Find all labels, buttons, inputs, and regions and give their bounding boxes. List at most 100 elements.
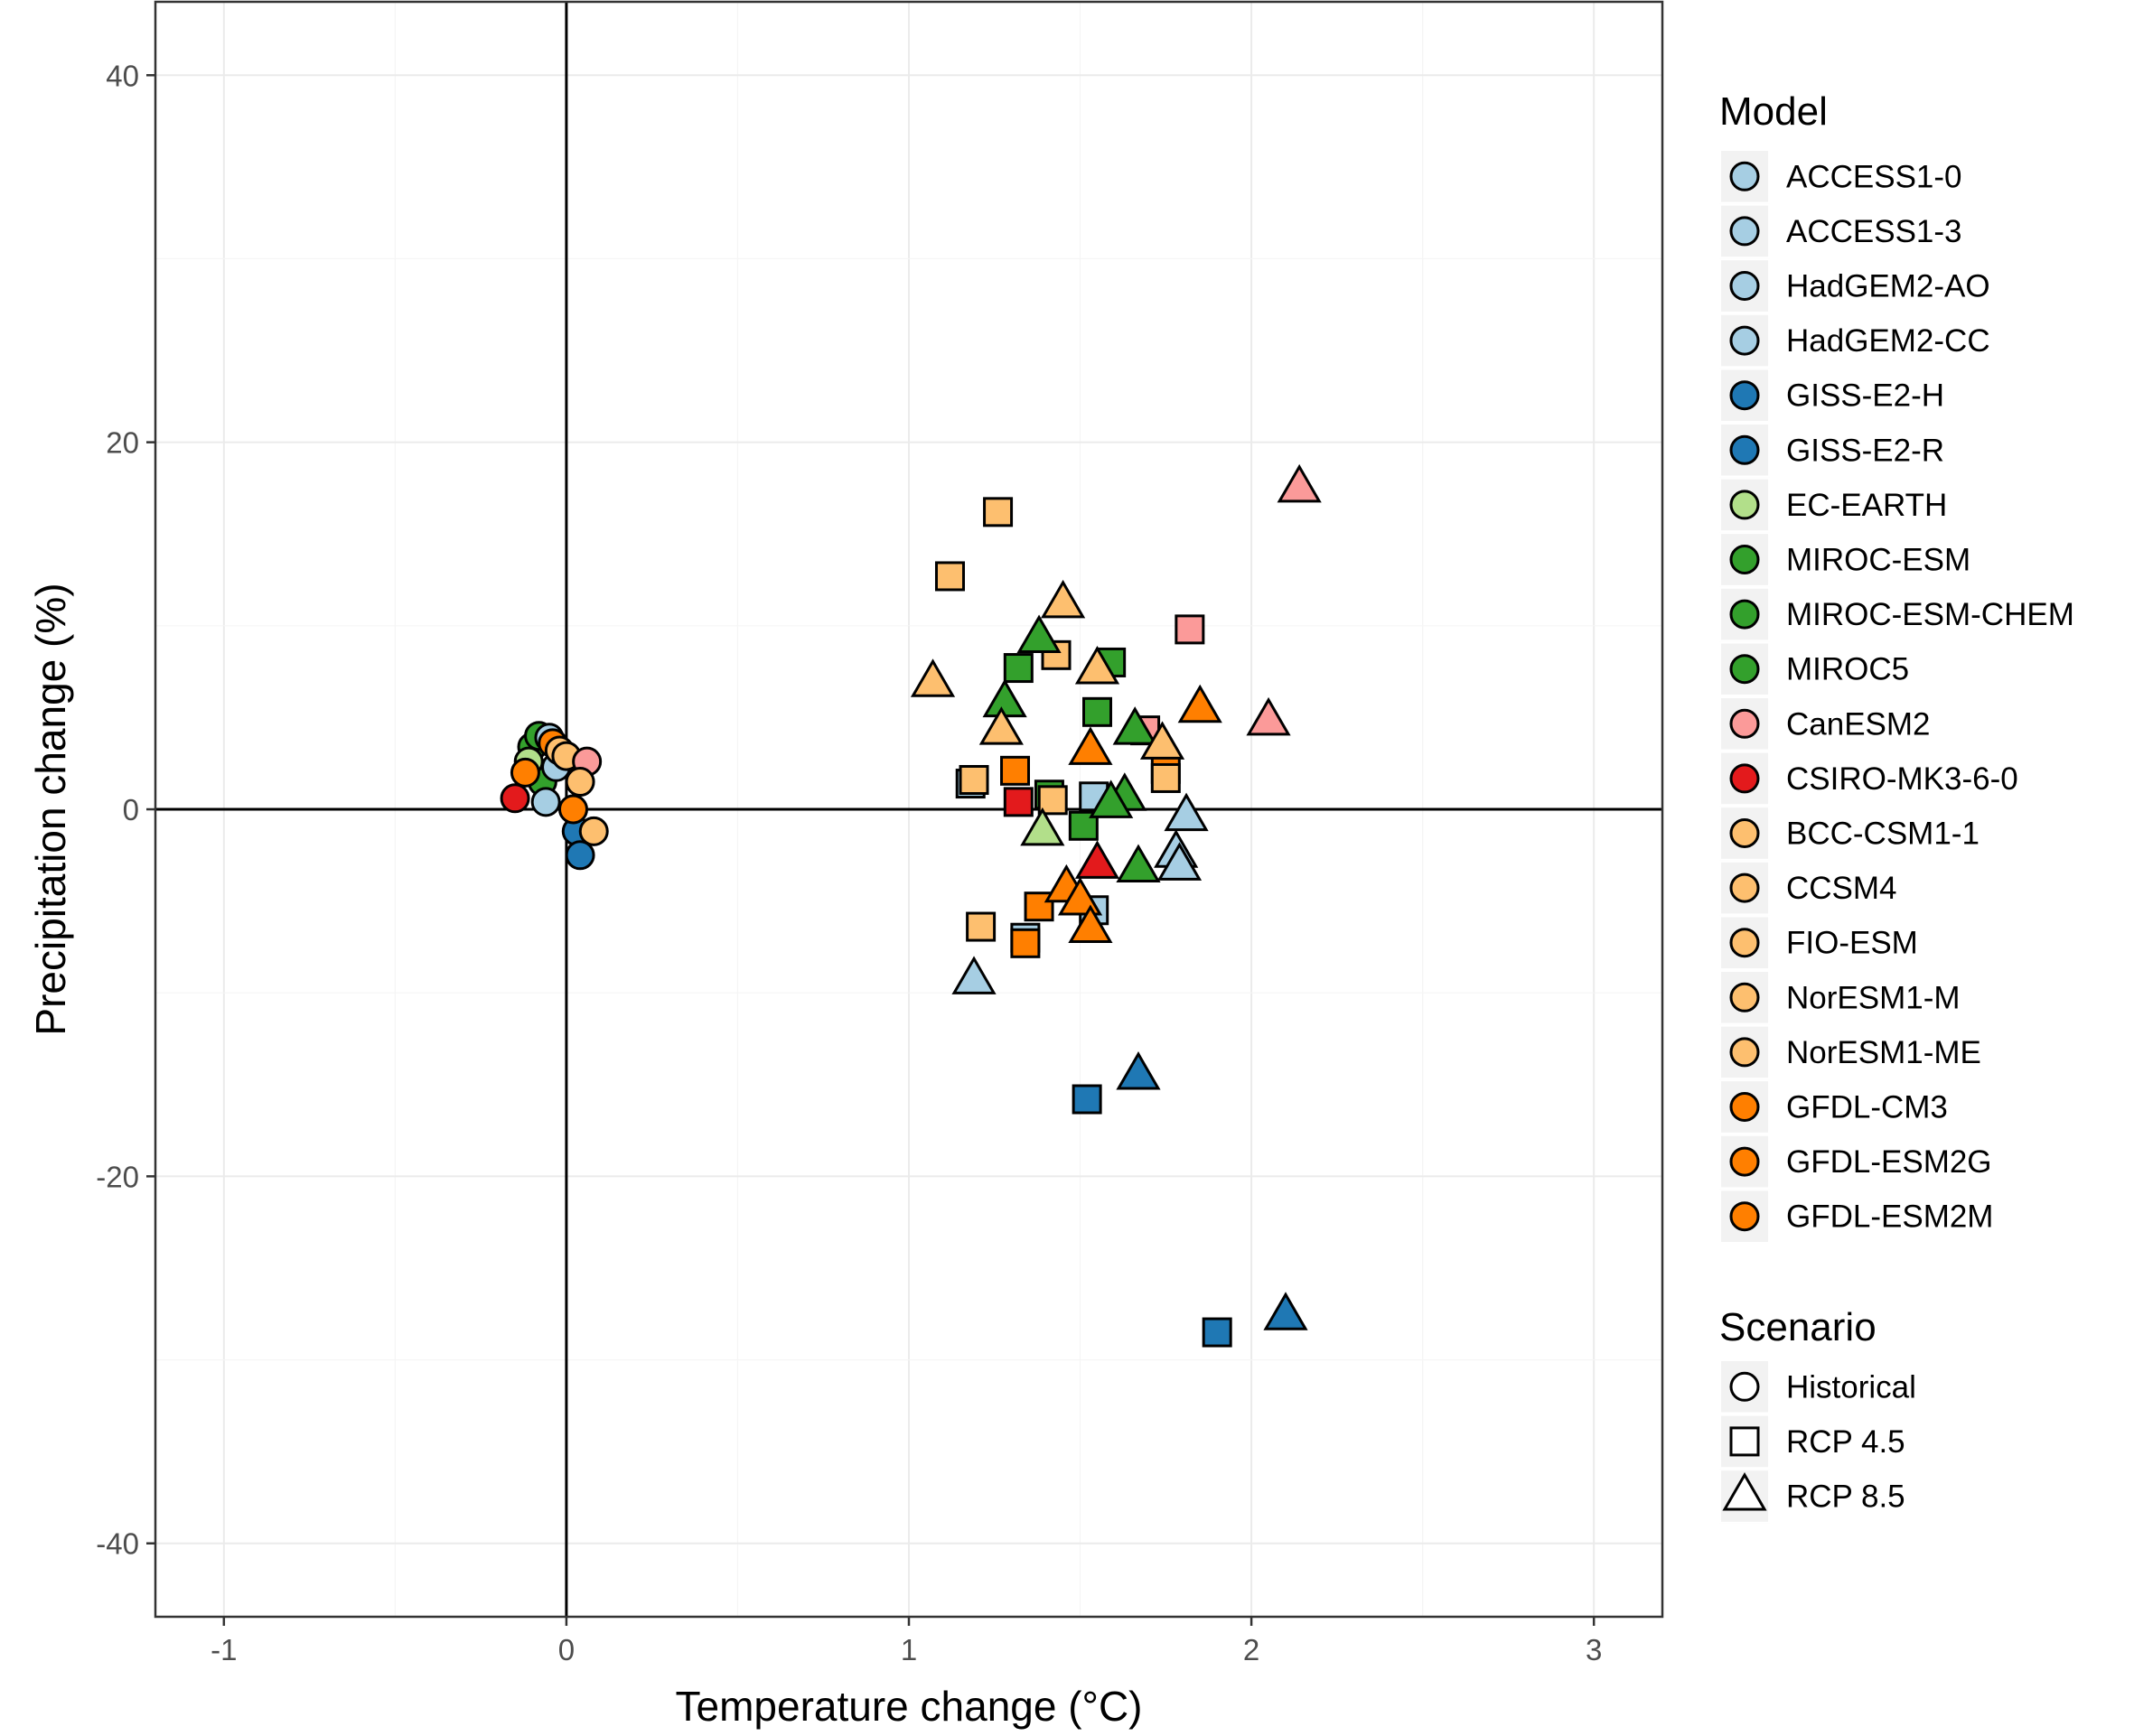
legend-model-swatch xyxy=(1729,599,1760,630)
y-tick-label: 40 xyxy=(106,59,139,92)
data-point-triangle xyxy=(1246,696,1291,736)
legend-scenario-title: Scenario xyxy=(1719,1305,1877,1349)
legend-model-swatch xyxy=(1729,708,1760,739)
legend-model-label: NorESM1-ME xyxy=(1786,1035,1981,1070)
legend-model-swatch xyxy=(1729,873,1760,903)
data-point-square xyxy=(1010,928,1041,958)
data-point-triangle xyxy=(910,658,956,697)
data-point-square xyxy=(966,911,997,942)
data-point-triangle xyxy=(1156,842,1203,881)
legend-scenario-items: Historical RCP 4.5 RCP 8.5 xyxy=(1719,1359,1916,1524)
data-point-triangle xyxy=(1074,646,1120,685)
data-point-triangle xyxy=(978,706,1024,745)
legend-scenario-swatch-triangle xyxy=(1722,1471,1767,1511)
data-point-triangle xyxy=(1074,840,1120,879)
legend-model-label: GFDL-ESM2M xyxy=(1786,1199,1993,1235)
legend-model-label: MIROC-ESM xyxy=(1786,543,1970,578)
data-point-triangle xyxy=(1068,904,1113,944)
legend-model-swatch xyxy=(1729,818,1760,848)
data-point-triangle xyxy=(1112,706,1157,745)
data-point-square xyxy=(1175,614,1205,645)
data-point-triangle xyxy=(1177,684,1222,723)
data-point-circle xyxy=(565,767,595,798)
legend-model-label: ACCESS1-0 xyxy=(1786,159,1962,194)
legend-model-swatch xyxy=(1729,1201,1760,1232)
legend-model-label: CSIRO-MK3-6-0 xyxy=(1786,761,2018,797)
data-point-square xyxy=(1003,787,1034,817)
y-tick-label: -40 xyxy=(96,1527,139,1561)
data-point-triangle xyxy=(951,956,997,994)
legend-model-label: BCC-CSM1-1 xyxy=(1786,817,1980,852)
data-points xyxy=(500,463,1322,1348)
legend-model-label: GFDL-CM3 xyxy=(1786,1090,1948,1125)
legend-model-swatch xyxy=(1729,928,1760,958)
y-axis: -40 -20 0 20 40 xyxy=(96,59,155,1561)
legend-model-swatch xyxy=(1729,380,1760,411)
legend-model-swatch xyxy=(1729,1092,1760,1122)
data-point-circle xyxy=(578,816,609,846)
data-point-square xyxy=(1150,762,1181,793)
data-point-triangle xyxy=(1116,844,1161,882)
data-point-triangle xyxy=(1016,614,1062,653)
legend-model-swatch xyxy=(1729,490,1760,520)
legend-model-label: GISS-E2-R xyxy=(1786,433,1944,468)
data-point-triangle xyxy=(1116,1051,1161,1090)
legend-model-label: MIROC5 xyxy=(1786,652,1909,687)
data-point-square xyxy=(983,497,1014,527)
x-tick-label: -1 xyxy=(211,1633,237,1666)
legend-model-swatch xyxy=(1729,545,1760,574)
legend-scenario-label: Historical xyxy=(1786,1369,1916,1405)
legend-model-swatch xyxy=(1729,763,1760,794)
y-tick-label: -20 xyxy=(96,1160,139,1193)
data-point-circle xyxy=(510,757,540,788)
y-axis-title: Precipitation change (%) xyxy=(27,583,74,1035)
legend-model-swatch xyxy=(1729,982,1760,1013)
data-point-square xyxy=(1000,755,1031,786)
legend-scenario-swatch-circle xyxy=(1729,1371,1760,1402)
x-tick-label: 3 xyxy=(1586,1633,1602,1666)
data-point-square xyxy=(1082,696,1112,727)
data-point-square xyxy=(1003,653,1034,684)
legend-scenario-label: RCP 8.5 xyxy=(1786,1479,1905,1515)
x-axis: -1 0 1 2 3 xyxy=(211,1617,1602,1666)
data-point-circle xyxy=(530,787,561,817)
y-tick-label: 0 xyxy=(123,793,139,826)
data-point-square xyxy=(1202,1317,1232,1348)
legend-model-swatch xyxy=(1729,654,1760,685)
data-point-circle xyxy=(500,783,530,814)
data-point-triangle xyxy=(1089,779,1134,818)
legend-model-swatch xyxy=(1729,434,1760,465)
legend-scenario-label: RCP 4.5 xyxy=(1786,1424,1905,1460)
legend-model: Model ACCESS1-0 ACCESS1-3 HadGEM2-AO HadGEM… xyxy=(1719,89,2074,1245)
data-point-square xyxy=(1037,785,1068,816)
legend-model-swatch xyxy=(1729,271,1760,301)
legend-model-label: HadGEM2-AO xyxy=(1786,269,1990,304)
legend-model-label: GISS-E2-H xyxy=(1786,378,1944,414)
legend-model-title: Model xyxy=(1719,89,1828,134)
legend-model-key-cell xyxy=(1719,1079,1770,1134)
data-point-circle xyxy=(565,840,595,871)
legend-model-label: HadGEM2-CC xyxy=(1786,323,1990,359)
legend-model-label: FIO-ESM xyxy=(1786,926,1918,961)
legend-model-label: CCSM4 xyxy=(1786,871,1897,906)
legend-model-label: NorESM1-M xyxy=(1786,980,1961,1015)
data-point-triangle xyxy=(1020,807,1065,846)
legend-model-label: ACCESS1-3 xyxy=(1786,214,1962,249)
x-tick-label: 0 xyxy=(558,1633,575,1666)
y-tick-label: 20 xyxy=(106,426,139,460)
data-point-triangle xyxy=(1277,463,1322,503)
data-point-square xyxy=(934,561,965,592)
plot-panel xyxy=(154,0,1664,1619)
legend-model-swatch xyxy=(1729,216,1760,247)
legend-model-label: CanESM2 xyxy=(1786,706,1931,742)
legend-model-swatch xyxy=(1729,1037,1760,1068)
legend-model-label: GFDL-ESM2G xyxy=(1786,1144,1992,1180)
data-point-circle xyxy=(557,794,588,825)
legend-model-items: ACCESS1-0 ACCESS1-3 HadGEM2-AO HadGEM2-CC GI… xyxy=(1719,149,2074,1245)
legend-model-swatch xyxy=(1729,325,1760,356)
legend-scenario: Scenario Historical RCP 4.5 RCP 8.5 xyxy=(1719,1305,1916,1524)
data-point-triangle xyxy=(1263,1292,1308,1330)
data-point-square xyxy=(1072,1084,1102,1115)
data-point-triangle xyxy=(1068,726,1113,765)
